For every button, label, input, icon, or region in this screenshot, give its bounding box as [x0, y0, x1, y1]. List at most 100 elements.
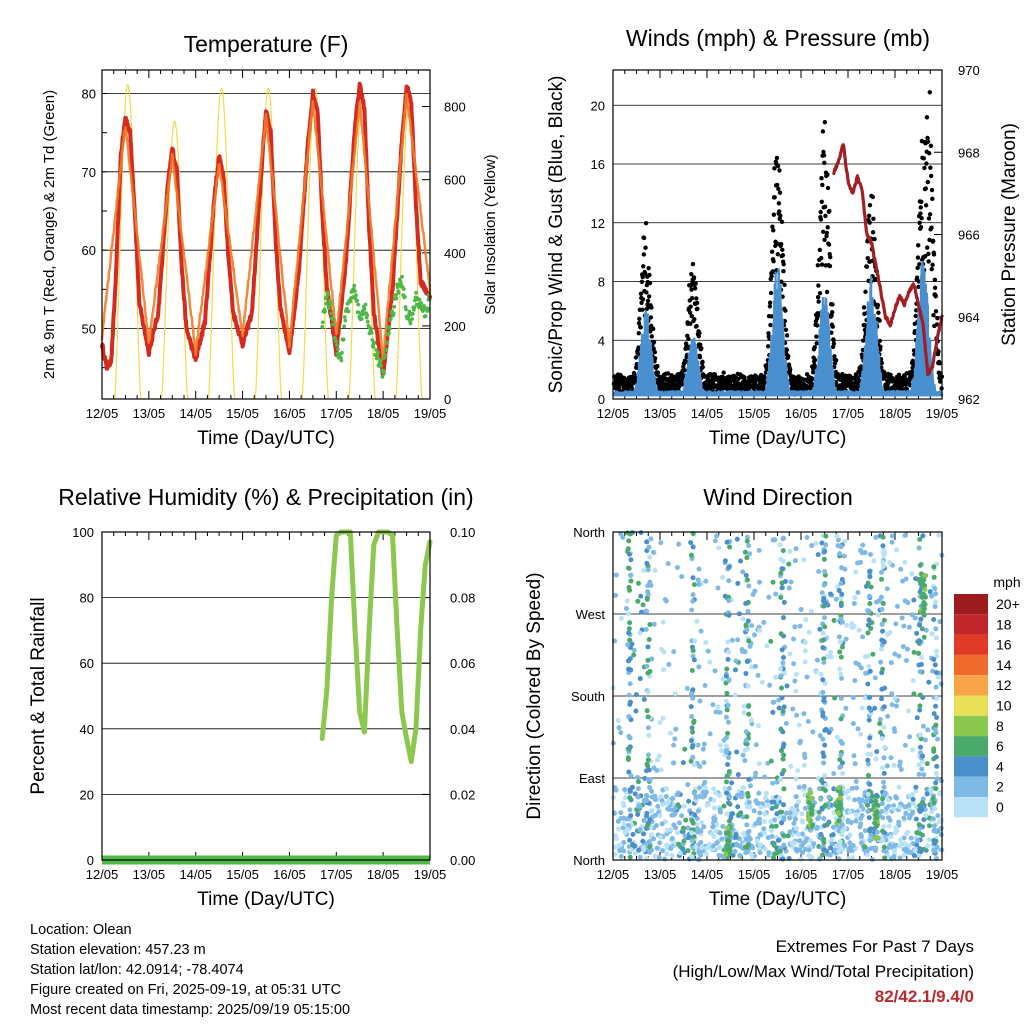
- direction-point: [685, 782, 691, 788]
- direction-point: [735, 772, 741, 778]
- direction-point: [881, 823, 887, 829]
- direction-point: [660, 715, 666, 721]
- gust-point: [646, 265, 651, 271]
- direction-point: [914, 630, 920, 636]
- direction-point: [641, 818, 647, 824]
- direction-point: [681, 838, 687, 844]
- direction-point: [720, 676, 726, 682]
- direction-point: [802, 639, 808, 645]
- direction-point: [657, 719, 663, 725]
- direction-point: [650, 549, 656, 555]
- y-tick-label: 50: [82, 322, 96, 337]
- gust-point: [698, 342, 703, 347]
- y-tick-label: East: [579, 771, 605, 786]
- direction-point: [721, 803, 727, 809]
- direction-point: [711, 805, 717, 811]
- direction-point: [912, 848, 918, 854]
- direction-point: [933, 626, 939, 632]
- direction-point: [806, 852, 812, 858]
- direction-point: [655, 803, 661, 809]
- x-tick-label: 12/05: [86, 867, 119, 882]
- x-tick-label: 19/05: [414, 867, 447, 882]
- gust-point: [819, 176, 824, 181]
- direction-point: [654, 767, 660, 773]
- direction-point: [695, 808, 701, 814]
- direction-point: [635, 779, 641, 785]
- direction-point: [647, 844, 653, 850]
- gust-point: [687, 310, 693, 315]
- dewpoint-point: [320, 324, 325, 329]
- direction-point: [632, 843, 638, 849]
- direction-point: [707, 659, 713, 665]
- direction-point: [613, 832, 619, 838]
- gust-point: [812, 345, 817, 350]
- direction-point: [878, 659, 884, 665]
- direction-point: [644, 596, 650, 602]
- gust-point: [772, 166, 777, 171]
- direction-point: [672, 736, 678, 742]
- direction-point: [663, 786, 669, 792]
- direction-point: [865, 809, 871, 815]
- gust-point: [649, 305, 654, 310]
- gust-point: [822, 119, 828, 125]
- direction-point: [641, 845, 647, 851]
- direction-point: [729, 637, 735, 643]
- y-tick-label: 16: [591, 157, 605, 172]
- direction-point: [734, 841, 740, 847]
- x-tick-label: 17/05: [832, 867, 865, 882]
- x-tick-label: 13/05: [644, 406, 677, 421]
- direction-point: [722, 786, 728, 792]
- gust-point: [648, 315, 654, 320]
- dewpoint-point: [419, 301, 424, 306]
- direction-point: [893, 794, 899, 800]
- gust-point: [697, 330, 702, 336]
- x-tick-label: 14/05: [691, 406, 724, 421]
- gust-point: [821, 153, 827, 158]
- gust-point: [928, 143, 934, 148]
- direction-point: [747, 783, 753, 789]
- gust-point: [694, 296, 699, 301]
- gust-point: [814, 316, 820, 321]
- direction-point: [902, 841, 908, 847]
- direction-point: [742, 758, 748, 764]
- direction-point: [774, 811, 780, 817]
- direction-point: [822, 742, 828, 748]
- direction-point: [761, 619, 767, 625]
- direction-point: [657, 813, 663, 819]
- dewpoint-point: [395, 285, 400, 290]
- direction-point: [858, 815, 864, 821]
- direction-point: [909, 810, 915, 816]
- direction-point: [695, 577, 701, 583]
- direction-point: [843, 636, 849, 642]
- panel-title: Winds (mph) & Pressure (mb): [626, 25, 930, 51]
- direction-point: [690, 687, 696, 693]
- gust-point: [878, 344, 883, 350]
- direction-point: [648, 808, 654, 814]
- direction-point: [864, 848, 870, 854]
- direction-point: [846, 846, 852, 852]
- gust-point: [768, 322, 773, 328]
- direction-point: [625, 546, 631, 552]
- gust-point: [877, 318, 882, 323]
- direction-point: [933, 770, 939, 776]
- direction-point: [833, 596, 839, 602]
- direction-point: [811, 841, 817, 847]
- direction-point: [817, 733, 823, 739]
- direction-point: [871, 558, 877, 564]
- direction-point: [627, 837, 633, 843]
- direction-point: [793, 816, 799, 822]
- gust-point: [815, 294, 821, 300]
- direction-point: [898, 766, 904, 772]
- gust-point: [771, 258, 776, 264]
- direction-point: [756, 723, 762, 729]
- direction-point: [733, 658, 739, 664]
- x-axis-label: Time (Day/UTC): [197, 428, 335, 449]
- direction-point: [627, 637, 633, 643]
- direction-point: [661, 649, 667, 655]
- x-tick-label: 15/05: [738, 867, 771, 882]
- y2-tick-label: 0.10: [450, 525, 475, 540]
- dewpoint-point: [352, 289, 357, 294]
- direction-point: [626, 714, 632, 720]
- direction-point: [920, 723, 926, 729]
- direction-point: [625, 642, 631, 648]
